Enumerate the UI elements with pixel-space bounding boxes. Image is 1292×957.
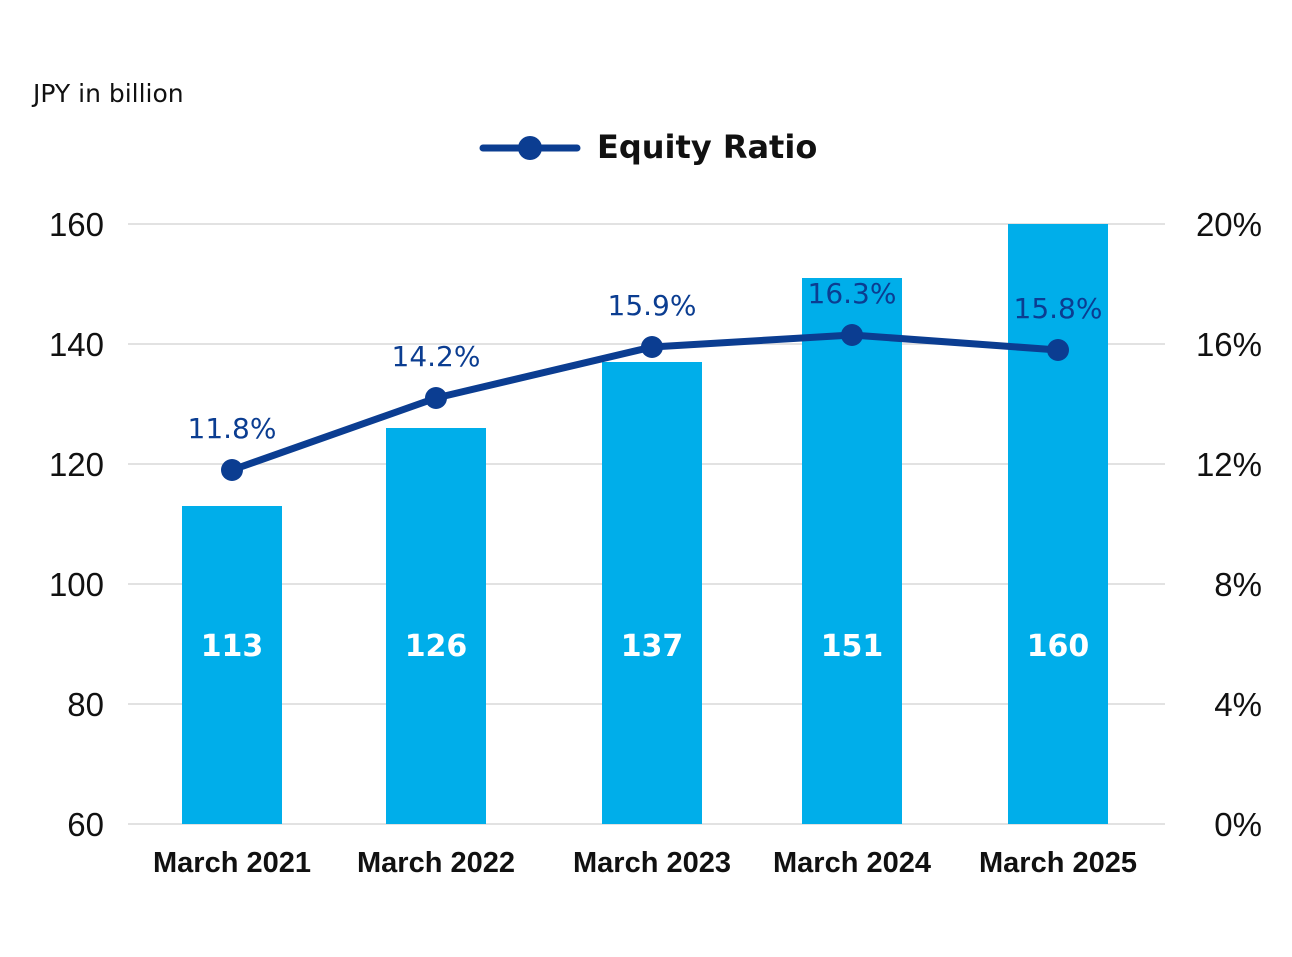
equity-ratio-point bbox=[221, 459, 243, 481]
bar-value-label: 151 bbox=[821, 629, 884, 664]
y-left-tick-label: 60 bbox=[67, 806, 104, 843]
bar bbox=[602, 362, 702, 824]
x-tick-label: March 2022 bbox=[357, 847, 515, 879]
bar bbox=[802, 278, 902, 824]
bar-value-label: 137 bbox=[621, 629, 684, 664]
y-right-tick-label: 4% bbox=[1214, 686, 1262, 723]
equity-ratio-label: 11.8% bbox=[188, 412, 277, 445]
equity-ratio-point bbox=[1047, 339, 1069, 361]
y-right-tick-label: 12% bbox=[1196, 446, 1262, 483]
bar-value-label: 126 bbox=[405, 629, 468, 664]
equity-ratio-label: 14.2% bbox=[392, 340, 481, 373]
y-left-tick-label: 140 bbox=[49, 326, 104, 363]
bar bbox=[1008, 224, 1108, 824]
x-tick-label: March 2021 bbox=[153, 847, 311, 879]
equity-ratio-label: 16.3% bbox=[808, 277, 897, 310]
bars: 113 126 137 151 160 bbox=[182, 224, 1108, 824]
equity-ratio-point bbox=[425, 387, 447, 409]
axes: 60 80 100 120 140 160 0% 4% 8% 12% 16% 20% March 202… bbox=[49, 206, 1262, 879]
legend-marker-icon bbox=[518, 136, 542, 160]
y-left-tick-label: 160 bbox=[49, 206, 104, 243]
equity-ratio-label: 15.8% bbox=[1014, 292, 1103, 325]
equity-ratio-point bbox=[841, 324, 863, 346]
bar bbox=[386, 428, 486, 824]
y-right-tick-label: 8% bbox=[1214, 566, 1262, 603]
x-tick-label: March 2023 bbox=[573, 847, 731, 879]
y-right-tick-label: 20% bbox=[1196, 206, 1262, 243]
y-left-tick-label: 100 bbox=[49, 566, 104, 603]
bar-value-label: 113 bbox=[201, 629, 264, 664]
x-tick-label: March 2025 bbox=[979, 847, 1137, 879]
equity-ratio-series: 11.8% 14.2% 15.9% 16.3% 15.8% bbox=[188, 277, 1103, 481]
equity-ratio-label: 15.9% bbox=[608, 289, 697, 322]
legend: Equity Ratio bbox=[479, 128, 817, 166]
y-left-tick-label: 80 bbox=[67, 686, 104, 723]
y-right-tick-label: 16% bbox=[1196, 326, 1262, 363]
bar-value-label: 160 bbox=[1027, 629, 1090, 664]
y-right-tick-label: 0% bbox=[1214, 806, 1262, 843]
x-tick-label: March 2024 bbox=[773, 847, 931, 879]
bar bbox=[182, 506, 282, 824]
unit-label: JPY in billion bbox=[31, 79, 184, 108]
y-left-tick-label: 120 bbox=[49, 446, 104, 483]
legend-label: Equity Ratio bbox=[597, 128, 817, 166]
equity-ratio-point bbox=[641, 336, 663, 358]
